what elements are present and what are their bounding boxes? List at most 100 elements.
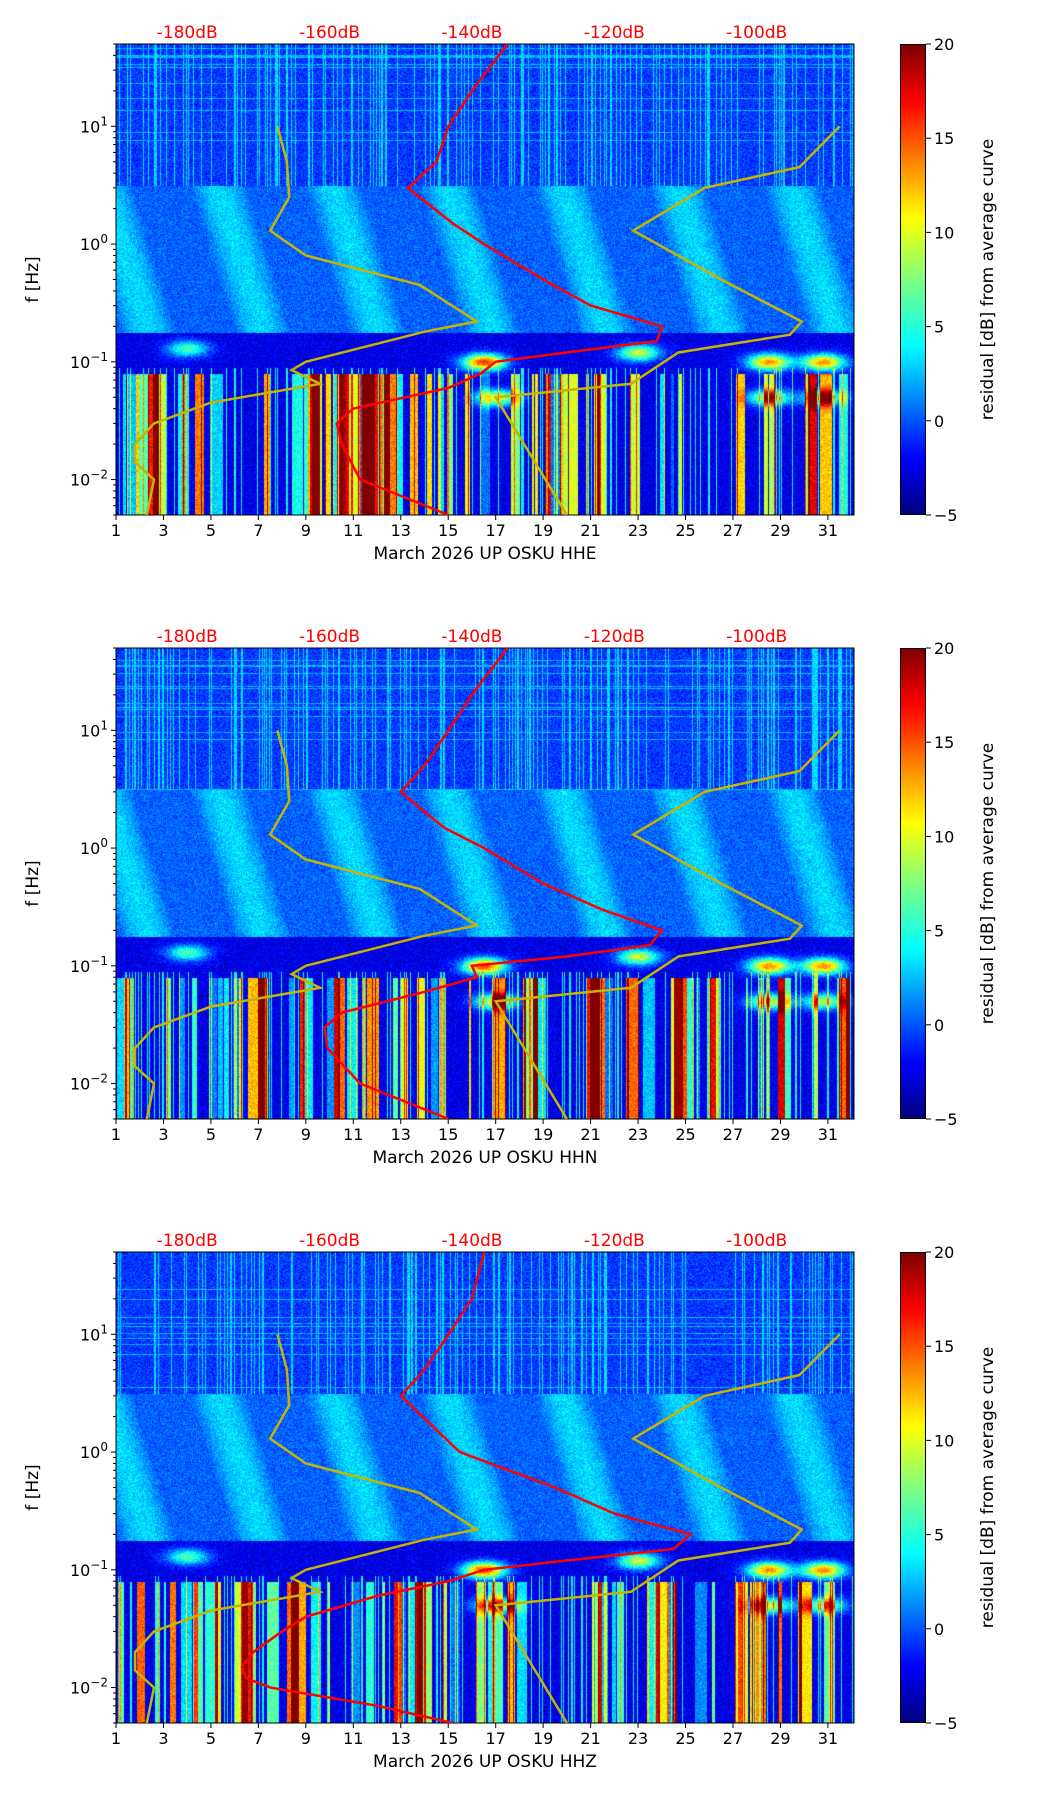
top-db-label: -160dB (299, 627, 360, 647)
colorbar-tick-label: 0 (934, 412, 944, 431)
x-tick-label: 27 (723, 1729, 743, 1748)
top-db-label: -120dB (584, 627, 645, 647)
x-tick-label: 17 (485, 1729, 505, 1748)
y-tick-label: 100 (80, 836, 108, 858)
y-axis-label: f [Hz] (23, 256, 43, 302)
x-tick-label: 9 (301, 521, 311, 540)
colorbar-tick-label: 15 (934, 733, 954, 752)
x-tick-label: 15 (438, 521, 458, 540)
colorbar-tick-label: 0 (934, 1620, 944, 1639)
x-tick-label: 15 (438, 1125, 458, 1144)
colorbar-tick-label: 20 (934, 639, 954, 658)
colorbar (900, 1252, 926, 1723)
top-db-label: -180dB (157, 627, 218, 647)
y-tick-label: 10−1 (70, 1558, 108, 1580)
average-curve-red (335, 44, 664, 515)
x-tick-label: 17 (485, 1125, 505, 1144)
x-tick-label: 11 (343, 521, 363, 540)
yellow-curve (493, 729, 841, 1119)
top-db-label: -100dB (726, 23, 787, 43)
x-tick-label: 29 (770, 1729, 790, 1748)
colorbar-label: residual [dB] from average curve (978, 139, 998, 420)
x-tick-label: 15 (438, 1729, 458, 1748)
average-curve-red (240, 1252, 694, 1723)
spectrogram-image (116, 1252, 854, 1723)
x-tick-label: 9 (301, 1125, 311, 1144)
y-tick-label: 100 (80, 1440, 108, 1462)
x-tick-label: 1 (111, 521, 121, 540)
x-tick-label: 31 (818, 1125, 838, 1144)
x-tick-label: 25 (675, 1729, 695, 1748)
colorbar-label: residual [dB] from average curve (978, 1347, 998, 1628)
top-db-label: -140dB (441, 627, 502, 647)
top-db-label: -180dB (157, 23, 218, 43)
colorbar-tick-label: 5 (934, 922, 944, 941)
x-tick-label: 31 (818, 521, 838, 540)
x-tick-label: 3 (158, 1729, 168, 1748)
spectrogram-image (116, 44, 854, 515)
x-tick-label: 5 (206, 1729, 216, 1748)
x-tick-label: 21 (580, 521, 600, 540)
plot-frame (115, 647, 855, 1120)
colorbar-tick-label: 20 (934, 35, 954, 54)
colorbar-label: residual [dB] from average curve (978, 743, 998, 1024)
y-tick-label: 101 (80, 114, 108, 136)
x-tick-label: 9 (301, 1729, 311, 1748)
x-tick-label: 17 (485, 521, 505, 540)
colorbar (900, 648, 926, 1119)
yellow-curve (493, 1333, 841, 1723)
top-db-label: -120dB (584, 1231, 645, 1251)
colorbar-tick-label: 10 (934, 1431, 954, 1450)
x-tick-label: 27 (723, 521, 743, 540)
panel-hhz: 1 3 5 7 9 11 13 15 17 19 21 23 25 27 29 31 March 2026 UP… (0, 1208, 1052, 1812)
x-tick-label: 13 (391, 1125, 411, 1144)
top-db-label: -100dB (726, 1231, 787, 1251)
x-tick-label: 5 (206, 521, 216, 540)
colorbar-tick-label: 10 (934, 827, 954, 846)
x-tick-label: 21 (580, 1125, 600, 1144)
spectrogram-image (116, 648, 854, 1119)
x-tick-label: 29 (770, 1125, 790, 1144)
y-tick-label: 10−1 (70, 350, 108, 372)
y-tick-label: 10−2 (70, 1072, 108, 1094)
colorbar-tick-label: 15 (934, 129, 954, 148)
x-tick-label: 3 (158, 521, 168, 540)
x-tick-label: 11 (343, 1125, 363, 1144)
colorbar-tick-label: −5 (934, 1714, 958, 1733)
y-axis-label: f [Hz] (23, 1464, 43, 1510)
top-db-label: -120dB (584, 23, 645, 43)
top-db-label: -160dB (299, 23, 360, 43)
x-tick-label: 13 (391, 1729, 411, 1748)
panel-hhe: 1 3 5 7 9 11 13 15 17 19 21 23 25 27 29 31 March 2026 UP… (0, 0, 1052, 604)
x-tick-label: 13 (391, 521, 411, 540)
x-tick-label: 21 (580, 1729, 600, 1748)
colorbar-tick-label: −5 (934, 506, 958, 525)
x-tick-label: 29 (770, 521, 790, 540)
colorbar-tick-label: 0 (934, 1016, 944, 1035)
x-tick-label: 3 (158, 1125, 168, 1144)
top-db-label: -160dB (299, 1231, 360, 1251)
y-tick-label: 101 (80, 1322, 108, 1344)
x-tick-label: 11 (343, 1729, 363, 1748)
x-tick-label: 19 (533, 1729, 553, 1748)
x-axis-label: March 2026 UP OSKU HHZ (373, 1752, 597, 1772)
yellow-curve (133, 125, 480, 515)
colorbar-tick-label: 5 (934, 1526, 944, 1545)
x-tick-label: 23 (628, 1729, 648, 1748)
colorbar-tick-label: 20 (934, 1243, 954, 1262)
plot-frame (115, 1251, 855, 1724)
x-tick-label: 7 (253, 1729, 263, 1748)
x-tick-label: 25 (675, 1125, 695, 1144)
y-tick-label: 10−2 (70, 1676, 108, 1698)
x-axis-label: March 2026 UP OSKU HHE (373, 544, 596, 564)
x-tick-label: 23 (628, 521, 648, 540)
x-tick-label: 31 (818, 1729, 838, 1748)
x-tick-label: 25 (675, 521, 695, 540)
average-curve-red (323, 648, 665, 1119)
colorbar (900, 44, 926, 515)
top-db-label: -140dB (441, 1231, 502, 1251)
colorbar-tick-label: 10 (934, 223, 954, 242)
